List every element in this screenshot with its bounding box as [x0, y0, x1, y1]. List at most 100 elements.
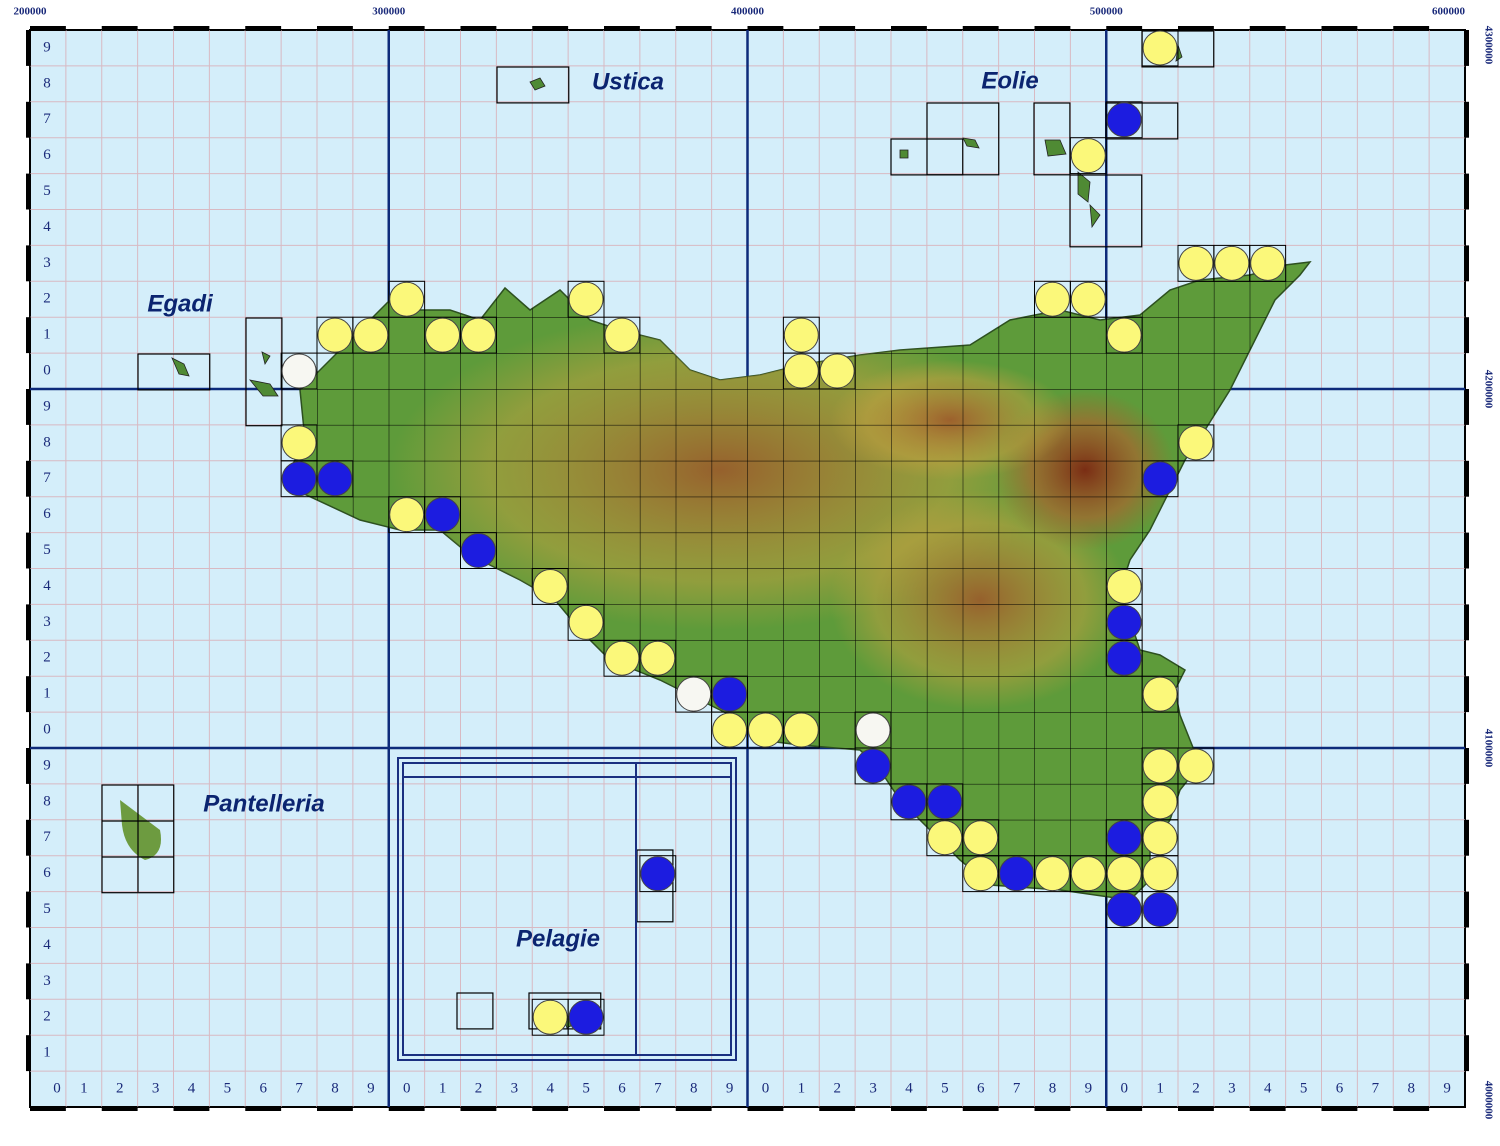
col-digit: 3	[152, 1080, 160, 1096]
record-dot	[1214, 245, 1250, 281]
place-label: Egadi	[147, 290, 214, 317]
col-digit: 1	[439, 1080, 447, 1096]
col-digit: 1	[1156, 1080, 1164, 1096]
col-digit: 9	[1085, 1080, 1093, 1096]
record-dot	[353, 317, 389, 353]
border-bar	[1464, 604, 1469, 641]
border-bar	[26, 819, 31, 856]
row-digit: 5	[43, 542, 51, 558]
easting-label: 400000	[731, 6, 765, 18]
col-digit: 5	[224, 1080, 232, 1096]
border-bar	[604, 26, 640, 31]
border-bar	[26, 1035, 31, 1072]
record-cell	[316, 460, 354, 498]
row-digit: 3	[43, 255, 51, 271]
border-bar	[1464, 1035, 1469, 1072]
record-dot	[1250, 245, 1286, 281]
pelagie-inset	[397, 757, 737, 1061]
record-cell	[1141, 891, 1179, 928]
records	[280, 29, 1287, 1036]
col-digit: 5	[1300, 1080, 1308, 1096]
row-digit: 8	[43, 75, 51, 91]
border-bar	[962, 1106, 999, 1111]
row-digit: 1	[43, 1045, 51, 1061]
record-dot	[640, 640, 676, 676]
record-dot	[1142, 461, 1178, 497]
row-digit: 7	[43, 829, 51, 845]
record-cell	[603, 316, 641, 354]
record-dot	[1070, 281, 1106, 317]
record-dot	[1070, 856, 1106, 892]
row-digit: 8	[43, 434, 51, 450]
col-digit: 8	[1049, 1080, 1057, 1096]
row-digit: 8	[43, 793, 51, 809]
col-digit: 5	[941, 1080, 949, 1096]
record-dot	[676, 676, 712, 712]
row-digit: 7	[43, 111, 51, 127]
border-bar	[1464, 173, 1469, 210]
record-dot	[963, 856, 999, 892]
row-digit: 1	[43, 327, 51, 343]
col-digit: 0	[762, 1080, 770, 1096]
record-dot	[425, 317, 461, 353]
border-bar	[26, 748, 31, 784]
record-dot	[1070, 138, 1106, 174]
record-dot	[783, 317, 819, 353]
place-label: Eolie	[981, 67, 1038, 94]
border-bar	[1034, 26, 1071, 31]
border-bar	[26, 173, 31, 210]
easting-label: 600000	[1432, 6, 1466, 18]
border-bar	[532, 26, 569, 31]
record-dot	[281, 425, 317, 461]
row-digit: 7	[43, 470, 51, 486]
record-cell	[1177, 424, 1215, 462]
border-bar	[1464, 101, 1469, 138]
border-bar	[26, 532, 31, 569]
col-digit: 2	[833, 1080, 841, 1096]
record-cell	[567, 603, 605, 641]
record-cell	[854, 711, 892, 749]
record-dot	[1178, 245, 1214, 281]
record-dot	[425, 497, 461, 533]
record-dot	[317, 317, 353, 353]
border-bar	[1464, 819, 1469, 856]
border-bar	[1034, 1106, 1071, 1111]
border-bar	[245, 1106, 282, 1111]
border-bar	[675, 26, 712, 31]
border-bar	[173, 1106, 210, 1111]
border-bar	[1106, 1106, 1143, 1111]
col-digit: 4	[188, 1080, 196, 1096]
record-dot	[712, 676, 748, 712]
record-dot	[1142, 676, 1178, 712]
col-digit: 2	[116, 1080, 124, 1096]
border-bar	[819, 26, 856, 31]
border-bar	[173, 26, 210, 31]
col-digit: 7	[654, 1080, 662, 1096]
record-dot	[1106, 317, 1142, 353]
border-bar	[1464, 389, 1469, 425]
col-digit: 3	[511, 1080, 519, 1096]
border-bar	[1106, 26, 1143, 31]
record-dot	[568, 999, 604, 1035]
col-digit: 1	[80, 1080, 88, 1096]
border-bar	[460, 1106, 497, 1111]
col-digit: 8	[690, 1080, 698, 1096]
record-dot	[855, 712, 891, 748]
border-bar	[26, 245, 31, 282]
col-digit: 6	[977, 1080, 985, 1096]
border-bar	[1464, 532, 1469, 569]
row-digit: 6	[43, 865, 51, 881]
border-bar	[317, 1106, 353, 1111]
record-cell	[460, 316, 497, 354]
record-cell	[1177, 747, 1215, 785]
border-bar	[532, 1106, 569, 1111]
record-dot	[389, 497, 425, 533]
row-digit: 3	[43, 973, 51, 989]
border-bar	[30, 1106, 66, 1111]
border-bar	[245, 26, 282, 31]
record-cell	[1069, 137, 1107, 175]
record-dot	[1142, 30, 1178, 66]
row-digit: 0	[43, 721, 51, 737]
northing-label: 4100000	[1482, 729, 1494, 768]
